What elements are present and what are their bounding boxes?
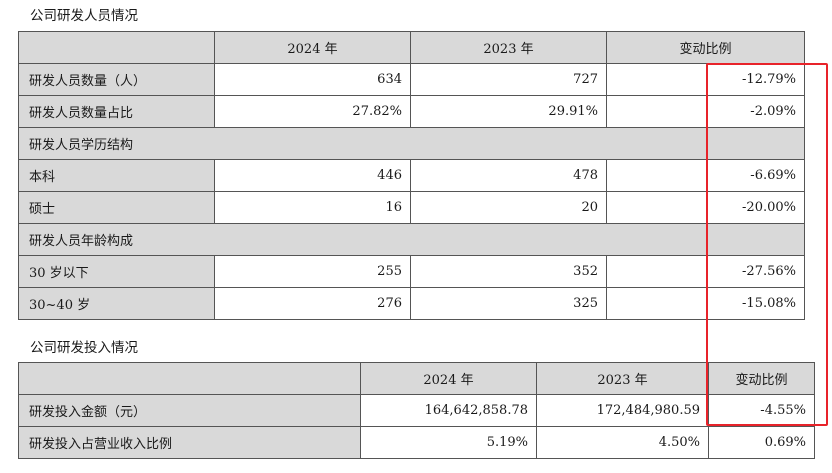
value-2023: 352 <box>410 255 607 288</box>
value-2024: 16 <box>214 191 411 224</box>
group-label: 研发人员年龄构成 <box>18 223 805 256</box>
group-label: 研发人员学历结构 <box>18 127 805 160</box>
header-2023: 2023 年 <box>410 31 607 64</box>
value-2023: 20 <box>410 191 607 224</box>
change-ratio: -20.00% <box>606 191 805 224</box>
investment-section-title: 公司研发投入情况 <box>30 340 138 356</box>
header-change: 变动比例 <box>708 362 815 395</box>
row-label: 30 岁以下 <box>18 255 215 288</box>
value-2024: 634 <box>214 63 411 96</box>
row-label: 研发人员数量占比 <box>18 95 215 128</box>
value-2024: 255 <box>214 255 411 288</box>
row-label: 30~40 岁 <box>18 287 215 320</box>
table-row: 本科 446 478 -6.69% <box>18 159 805 192</box>
value-2024: 276 <box>214 287 411 320</box>
value-2024: 5.19% <box>360 426 537 459</box>
value-2023: 727 <box>410 63 607 96</box>
value-2023: 478 <box>410 159 607 192</box>
table-row: 30~40 岁 276 325 -15.08% <box>18 287 805 320</box>
rd-personnel-table: 2024 年 2023 年变动比例 研发人员数量（人） 634 727 -12.79% 研发… <box>18 31 805 320</box>
group-row: 研发人员年龄构成 <box>18 223 805 256</box>
group-row: 研发人员学历结构 <box>18 127 805 160</box>
change-ratio: -6.69% <box>606 159 805 192</box>
value-2024: 446 <box>214 159 411 192</box>
value-2024: 27.82% <box>214 95 411 128</box>
table-row: 30 岁以下 255 352 -27.56% <box>18 255 805 288</box>
change-ratio: -2.09% <box>606 95 805 128</box>
header-row: 2024 年 2023 年变动比例 <box>18 31 805 64</box>
table-row: 硕士 16 20 -20.00% <box>18 191 805 224</box>
value-2023: 325 <box>410 287 607 320</box>
header-2024: 2024 年 <box>360 362 537 395</box>
change-ratio: -15.08% <box>606 287 805 320</box>
header-blank <box>18 31 215 64</box>
header-2024: 2024 年 <box>214 31 411 64</box>
table-row: 研发投入金额（元） 164,642,858.78 172,484,980.59 -4.… <box>18 394 815 427</box>
row-label: 本科 <box>18 159 215 192</box>
table-row: 研发投入占营业收入比例 5.19% 4.50% 0.69% <box>18 426 815 459</box>
change-ratio: 0.69% <box>708 426 815 459</box>
value-2023: 172,484,980.59 <box>536 394 709 427</box>
row-label: 研发投入金额（元） <box>18 394 361 427</box>
header-change: 变动比例 <box>606 31 805 64</box>
row-label: 研发人员数量（人） <box>18 63 215 96</box>
value-2023: 4.50% <box>536 426 709 459</box>
header-2023: 2023 年 <box>536 362 709 395</box>
value-2023: 29.91% <box>410 95 607 128</box>
value-2024: 164,642,858.78 <box>360 394 537 427</box>
change-ratio: -27.56% <box>606 255 805 288</box>
rd-investment-table: 2024 年 2023 年变动比例 研发投入金额（元） 164,642,858.78 1… <box>18 362 815 459</box>
table-row: 研发人员数量（人） 634 727 -12.79% <box>18 63 805 96</box>
header-blank <box>18 362 361 395</box>
header-row: 2024 年 2023 年变动比例 <box>18 362 815 395</box>
table-row: 研发人员数量占比 27.82% 29.91% -2.09% <box>18 95 805 128</box>
change-ratio: -12.79% <box>606 63 805 96</box>
personnel-section-title: 公司研发人员情况 <box>30 8 138 24</box>
row-label: 硕士 <box>18 191 215 224</box>
change-ratio: -4.55% <box>708 394 815 427</box>
row-label: 研发投入占营业收入比例 <box>18 426 361 459</box>
